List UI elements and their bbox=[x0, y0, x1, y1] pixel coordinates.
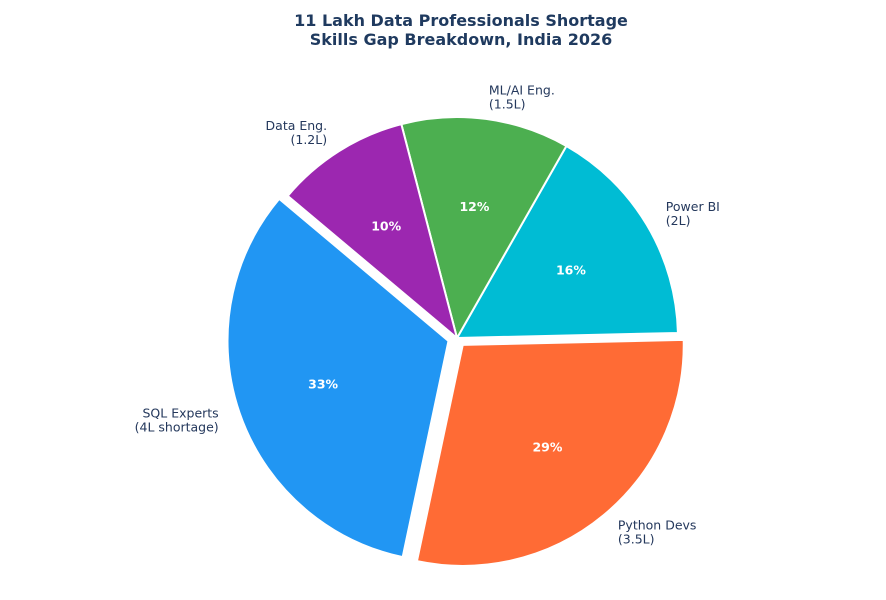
slice-label-line: (4L shortage) bbox=[135, 420, 219, 435]
slice-label-line: (2L) bbox=[666, 213, 691, 228]
slice-label-line: ML/AI Eng. bbox=[489, 83, 555, 98]
slice-percent-label: 33% bbox=[308, 377, 338, 392]
slice-category-label: SQL Experts (4L shortage) bbox=[135, 406, 219, 435]
slice-label-line: SQL Experts bbox=[143, 406, 219, 421]
slice-percent-label: 29% bbox=[532, 440, 562, 455]
slice-percent-label: 10% bbox=[371, 218, 401, 233]
slice-label-line: Power BI bbox=[666, 199, 720, 214]
slice-label-line: Data Eng. bbox=[266, 118, 328, 133]
slice-category-label: Python Devs (3.5L) bbox=[618, 518, 697, 547]
slice-category-label: ML/AI Eng. (1.5L) bbox=[489, 83, 555, 112]
slice-label-line: (1.2L) bbox=[290, 132, 327, 147]
slice-label-line: (1.5L) bbox=[489, 97, 526, 112]
pie-slice bbox=[415, 338, 685, 567]
pie-slice bbox=[226, 197, 450, 559]
pie-slice bbox=[456, 144, 679, 339]
slice-category-label: Data Eng. (1.2L) bbox=[266, 118, 328, 147]
slice-category-label: Power BI (2L) bbox=[666, 199, 720, 228]
pie-slices bbox=[226, 116, 685, 567]
slice-percent-label: 12% bbox=[459, 199, 489, 214]
slice-label-line: Python Devs bbox=[618, 518, 697, 533]
chart-title-line-1: 11 Lakh Data Professionals Shortage bbox=[294, 11, 628, 30]
pie-slice bbox=[286, 123, 458, 339]
pie-slice bbox=[400, 116, 568, 339]
slice-label-line: (3.5L) bbox=[618, 532, 655, 547]
chart-title-line-2: Skills Gap Breakdown, India 2026 bbox=[310, 30, 612, 49]
pie-labels: 33% SQL Experts (4L shortage) 29% Python Dev… bbox=[135, 83, 720, 547]
slice-percent-label: 16% bbox=[556, 263, 586, 278]
